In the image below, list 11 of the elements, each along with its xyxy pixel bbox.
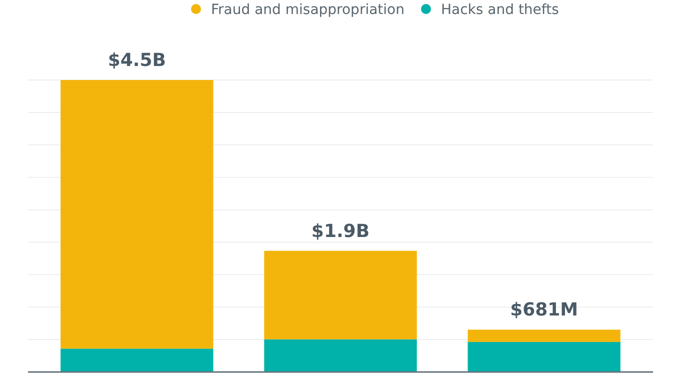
annotation: $1.9B <box>311 220 370 242</box>
text: $4.5B <box>108 50 166 71</box>
bar <box>468 330 620 342</box>
legend-label: Fraud and misappropriation <box>211 2 404 18</box>
bar <box>264 339 417 372</box>
annotation: $681M <box>510 300 578 321</box>
bar <box>264 250 417 340</box>
bar <box>60 348 214 372</box>
legend-label: Hacks and thefts <box>441 2 559 18</box>
bar <box>468 342 620 372</box>
bar <box>60 80 214 349</box>
